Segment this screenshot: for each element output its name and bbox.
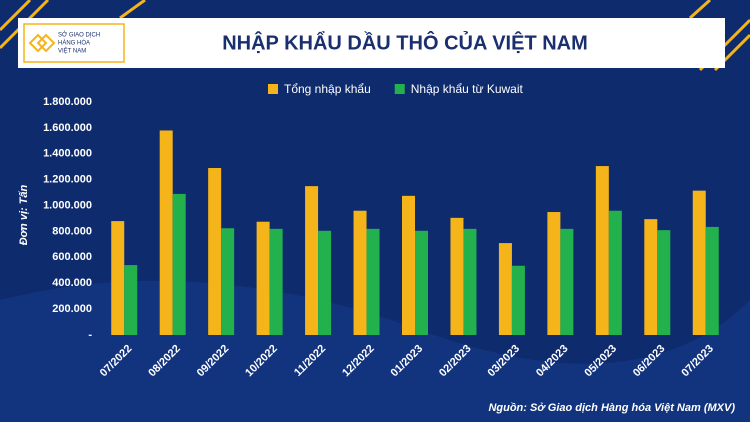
y-tick-label: 800.000	[52, 225, 92, 237]
bar	[111, 221, 125, 335]
legend-swatch	[394, 84, 405, 94]
y-tick-label: 1.600.000	[43, 122, 92, 134]
y-axis-label: Đơn vị: Tấn	[18, 184, 30, 245]
y-tick-label: 1.200.000	[43, 174, 92, 186]
bar	[705, 226, 719, 335]
chart-title: NHẬP KHẨU DẦU THÔ CỦA VIỆT NAM	[222, 30, 588, 54]
y-tick-label: 200.000	[52, 303, 92, 315]
bar	[511, 265, 525, 335]
bar	[318, 230, 332, 335]
decor-wave	[0, 280, 750, 422]
bar	[124, 265, 138, 335]
y-tick-label: 400.000	[52, 277, 92, 289]
logo-text: HÀNG HÓA	[58, 40, 90, 47]
bar	[256, 221, 270, 335]
bar	[450, 217, 464, 335]
bar	[221, 228, 235, 335]
bar	[415, 230, 428, 335]
bar	[208, 168, 222, 335]
legend-swatch	[268, 84, 278, 94]
y-tick-label: 1.800.000	[43, 96, 92, 108]
bar	[353, 210, 367, 335]
bar	[269, 228, 283, 335]
y-tick-label: -	[88, 329, 92, 341]
legend-label: Nhập khẩu từ Kuwait	[411, 82, 524, 96]
source-note: Nguồn: Sở Giao dịch Hàng hóa Việt Nam (M…	[488, 402, 735, 414]
logo-text: VIỆT NAM	[58, 47, 86, 55]
bar	[366, 228, 380, 335]
bar	[560, 228, 574, 335]
bar	[159, 130, 173, 335]
bar	[305, 186, 319, 335]
bar	[657, 230, 671, 335]
bar	[498, 243, 512, 335]
bar	[644, 219, 658, 335]
bar	[547, 212, 561, 335]
bar	[608, 210, 622, 335]
bar	[172, 193, 186, 335]
logo-frame	[23, 23, 125, 63]
bar	[402, 195, 415, 335]
y-tick-label: 600.000	[52, 251, 92, 263]
legend-label: Tổng nhập khẩu	[284, 82, 371, 96]
bar	[463, 228, 477, 335]
logo-text: SỞ GIAO DỊCH	[58, 32, 100, 39]
bar	[595, 166, 609, 335]
y-tick-label: 1.000.000	[43, 199, 92, 211]
header-band	[18, 18, 725, 68]
bar	[692, 190, 706, 335]
y-tick-label: 1.400.000	[43, 148, 92, 160]
logo-icon	[28, 33, 56, 53]
